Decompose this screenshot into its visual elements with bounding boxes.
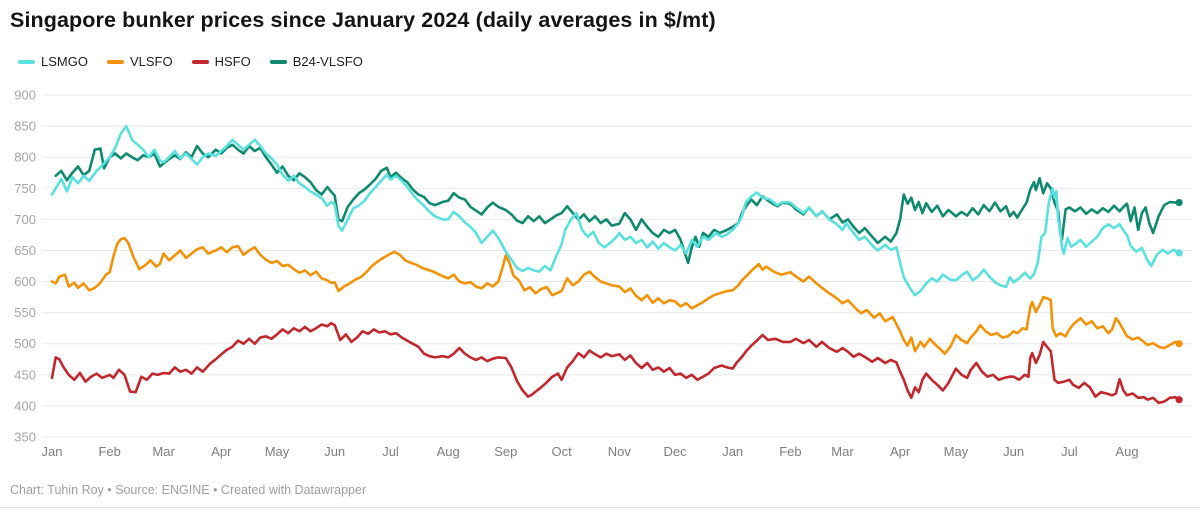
y-tick-label-450: 450 [14, 367, 36, 382]
legend-label-vlsfo: VLSFO [129, 54, 173, 69]
y-tick-label-700: 700 [14, 212, 36, 227]
legend-label-hsfo: HSFO [214, 54, 251, 69]
legend-swatch-lsmgo [18, 59, 35, 64]
x-tick-label-0-jan: Jan [42, 444, 63, 459]
series-line-hsfo[interactable] [50, 321, 1181, 405]
series-line-b24-vlsfo[interactable] [54, 143, 1181, 265]
legend-item-lsmgo: LSMGO [18, 54, 88, 69]
legend-label-b24-vlsfo: B24-VLSFO [292, 54, 363, 69]
y-tick-label-750: 750 [14, 181, 36, 196]
x-tick-label-7-aug: Aug [437, 444, 460, 459]
y-tick-label-850: 850 [14, 119, 36, 134]
bottom-divider [0, 507, 1200, 508]
y-tick-label-350: 350 [14, 430, 36, 445]
series-line-vlsfo[interactable] [50, 236, 1181, 355]
x-tick-label-19-aug: Aug [1115, 444, 1138, 459]
y-tick-label-500: 500 [14, 336, 36, 351]
series-end-dot-vlsfo [1175, 340, 1183, 348]
legend-swatch-vlsfo [106, 59, 124, 64]
legend-item-vlsfo: VLSFO [106, 54, 173, 69]
x-tick-label-1-feb: Feb [98, 444, 120, 459]
series-end-dot-hsfo [1175, 396, 1183, 404]
y-tick-label-800: 800 [14, 150, 36, 165]
y-tick-label-650: 650 [14, 243, 36, 258]
y-tick-label-550: 550 [14, 305, 36, 320]
x-tick-label-6-jul: Jul [382, 444, 399, 459]
x-tick-label-11-dec: Dec [664, 444, 688, 459]
x-tick-label-9-oct: Oct [551, 444, 572, 459]
y-tick-label-400: 400 [14, 398, 36, 413]
series-line-lsmgo[interactable] [50, 124, 1181, 297]
legend-item-hsfo: HSFO [191, 54, 251, 69]
x-tick-label-13-feb: Feb [779, 444, 801, 459]
chart-footer: Chart: Tuhin Roy • Source: ENGINE • Crea… [10, 483, 367, 497]
x-tick-label-16-may: May [944, 444, 969, 459]
x-tick-label-2-mar: Mar [152, 444, 175, 459]
x-tick-label-8-sep: Sep [494, 444, 517, 459]
legend-item-b24-vlsfo: B24-VLSFO [269, 54, 363, 69]
series-end-dot-lsmgo [1175, 249, 1183, 257]
legend-label-lsmgo: LSMGO [41, 54, 88, 69]
legend-swatch-b24-vlsfo [269, 59, 287, 64]
x-tick-label-4-may: May [265, 444, 290, 459]
y-tick-label-900: 900 [14, 88, 36, 103]
chart-title: Singapore bunker prices since January 20… [10, 8, 716, 32]
x-tick-label-3-apr: Apr [211, 444, 232, 459]
x-tick-label-5-jun: Jun [324, 444, 345, 459]
x-tick-label-18-jul: Jul [1061, 444, 1078, 459]
price-line-chart: 900 850 800 750 700 650 600 550 500 450 400 350 Jan F… [14, 88, 1192, 459]
y-tick-label-600: 600 [14, 274, 36, 289]
series-end-dot-b24-vlsfo [1175, 199, 1183, 207]
legend-swatch-hsfo [191, 59, 209, 64]
x-tick-label-17-jun: Jun [1003, 444, 1024, 459]
x-tick-label-10-nov: Nov [608, 444, 632, 459]
x-tick-label-14-mar: Mar [831, 444, 854, 459]
x-tick-label-12-jan: Jan [722, 444, 743, 459]
x-tick-label-15-apr: Apr [890, 444, 911, 459]
chart-legend: LSMGO VLSFO HSFO B24-VLSFO [18, 54, 363, 69]
